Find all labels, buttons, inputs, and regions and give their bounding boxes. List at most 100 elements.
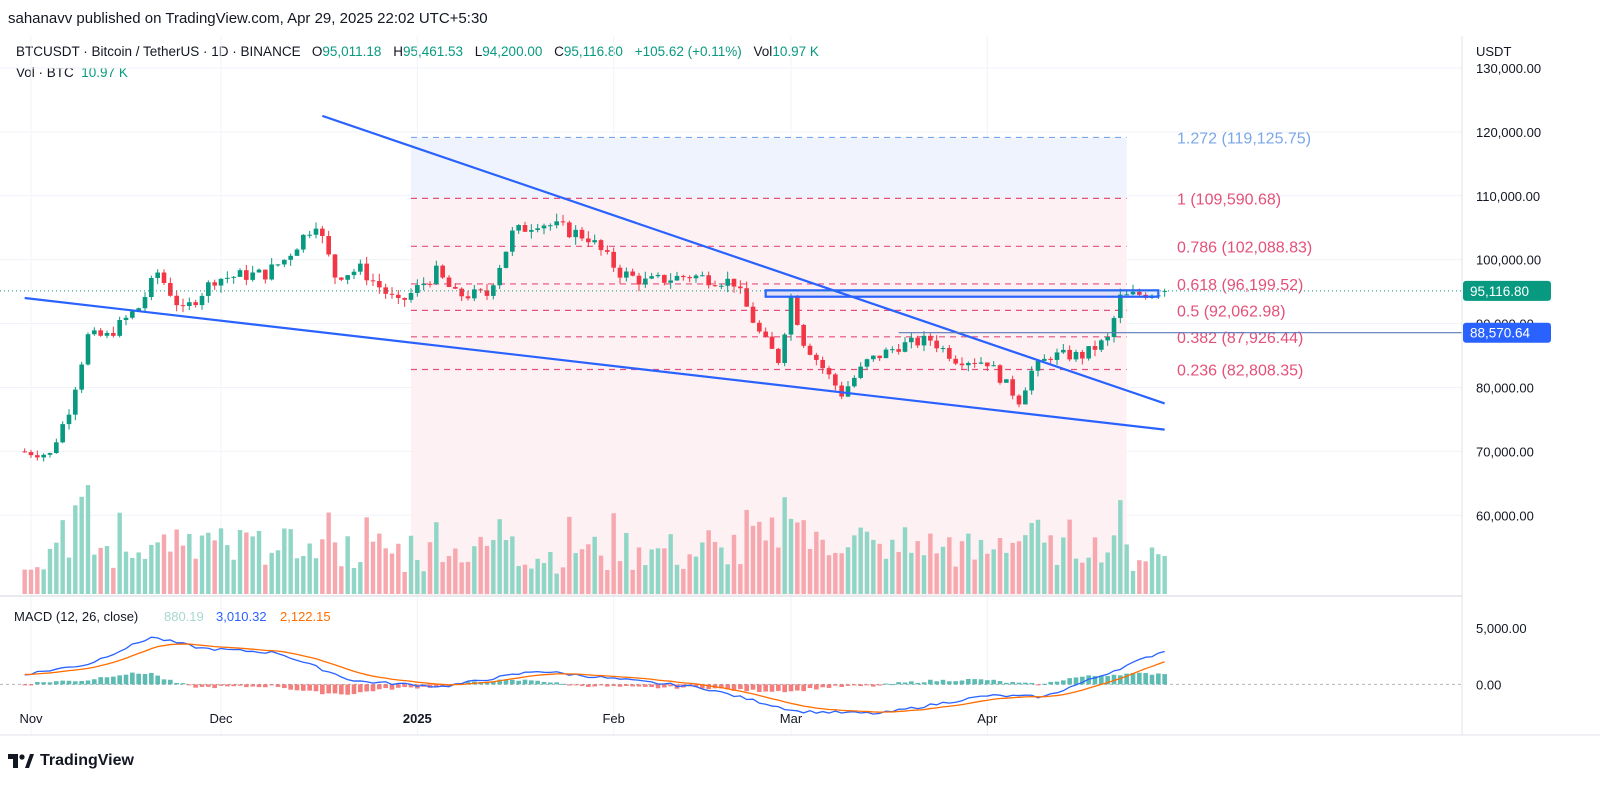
macd-histogram-bar [567, 684, 572, 686]
macd-histogram-bar [617, 684, 623, 687]
candle-body [769, 336, 775, 349]
volume-bar [769, 517, 775, 594]
candle-body [307, 234, 312, 236]
volume-bar [478, 536, 483, 594]
macd-histogram-bar [782, 684, 787, 693]
volume-bar [491, 539, 496, 594]
volume-bar [833, 552, 838, 594]
volume-bar [244, 532, 249, 594]
macd-histogram-bar [1080, 676, 1085, 685]
macd-histogram-bar [1010, 681, 1015, 685]
candle-body [972, 362, 977, 364]
volume-bar [649, 549, 654, 594]
macd-histogram-bar [218, 684, 224, 686]
candle-body [896, 349, 901, 352]
macd-histogram-bar [174, 682, 179, 685]
candle-body [497, 267, 502, 286]
price-tick-label: 70,000.00 [1476, 444, 1534, 459]
volume-bar [940, 546, 946, 594]
macd-histogram-bar [700, 684, 705, 689]
volume-bar [712, 541, 718, 594]
volume-series-label[interactable]: Vol · BTC [16, 65, 74, 80]
volume-bar [731, 534, 737, 594]
candle-body [706, 275, 711, 286]
volume-bar [1124, 544, 1129, 594]
candle-body [180, 305, 186, 307]
macd-histogram-bar [991, 679, 996, 685]
candle-body [1124, 294, 1129, 296]
volume-bar [744, 509, 749, 594]
candle-body [567, 222, 572, 238]
symbol-name[interactable]: BTCUSDT · Bitcoin / TetherUS · 1D · BINA… [16, 44, 301, 59]
volume-bar [155, 542, 160, 594]
candle-body [231, 276, 236, 278]
macd-histogram-bar [256, 684, 262, 688]
candle-body [1054, 352, 1060, 360]
macd-histogram-bar [871, 684, 876, 687]
candle-body [225, 277, 230, 279]
fib-level-label: 0.382 (87,926.44) [1177, 330, 1303, 347]
fib-level-label: 0.618 (96,199.52) [1177, 277, 1303, 294]
macd-histogram-bar [605, 684, 610, 687]
candle-body [725, 278, 730, 286]
macd-histogram-bar [788, 684, 794, 692]
macd-histogram-bar [1023, 682, 1028, 685]
macd-histogram-bar [510, 679, 515, 685]
macd-histogram-bar [953, 681, 958, 685]
candle-body [902, 342, 908, 352]
macd-histogram-bar [263, 684, 268, 688]
wedge-trendline [24, 296, 1165, 431]
candle-body [985, 362, 990, 367]
macd-histogram-bar [1143, 673, 1148, 685]
volume-bar [332, 542, 338, 594]
candle-body [377, 280, 382, 288]
volume-bar [28, 569, 34, 594]
candle-body [244, 270, 249, 280]
candle-body [1029, 370, 1034, 391]
candle-body [282, 259, 287, 265]
candle-body [326, 235, 331, 255]
candle-body [35, 455, 40, 458]
macd-histogram-bar [896, 682, 901, 685]
tradingview-logo[interactable]: TradingView [8, 752, 134, 770]
volume-bar [573, 553, 578, 594]
volume-bar [655, 548, 661, 594]
macd-histogram-bar [554, 682, 559, 685]
macd-histogram-bar [301, 684, 306, 691]
volume-bar [1092, 537, 1098, 594]
candle-body [415, 285, 420, 294]
volume-bar [947, 537, 952, 594]
price-axis-currency: USDT [1476, 44, 1511, 59]
volume-bar [465, 561, 471, 594]
candle-body [104, 332, 110, 336]
macd-histogram-bar [503, 679, 509, 685]
candle-body [750, 306, 756, 323]
macd-histogram-bar [883, 683, 889, 685]
candle-body [142, 297, 148, 309]
price-tick-label: 110,000.00 [1476, 189, 1540, 204]
macd-legend-histogram: 880.19 [164, 609, 204, 624]
volume-bar [795, 522, 800, 594]
macd-histogram-bar [795, 684, 800, 691]
candle-body [738, 286, 743, 289]
candle-body [1073, 351, 1079, 360]
candle-body [820, 359, 825, 369]
volume-bar [73, 505, 78, 594]
volume-bar [738, 564, 743, 594]
resistance-zone [764, 289, 1160, 298]
candle-body [66, 414, 72, 425]
macd-histogram-bar [149, 672, 154, 685]
macd-histogram-bar [199, 684, 205, 687]
volume-legend: Vol · BTC 10.97 K [16, 65, 136, 80]
high-value: 95,461.53 [402, 44, 463, 59]
time-tick-label: Mar [780, 711, 803, 726]
macd-legend-title[interactable]: MACD (12, 26, close) [14, 609, 138, 624]
candle-body [111, 332, 116, 336]
candle-body [731, 278, 737, 287]
candle-body [643, 278, 648, 285]
volume-bar [136, 552, 141, 594]
macd-histogram-bar [351, 684, 357, 695]
time-tick-label: Nov [19, 711, 43, 726]
macd-histogram-bar [47, 682, 53, 685]
